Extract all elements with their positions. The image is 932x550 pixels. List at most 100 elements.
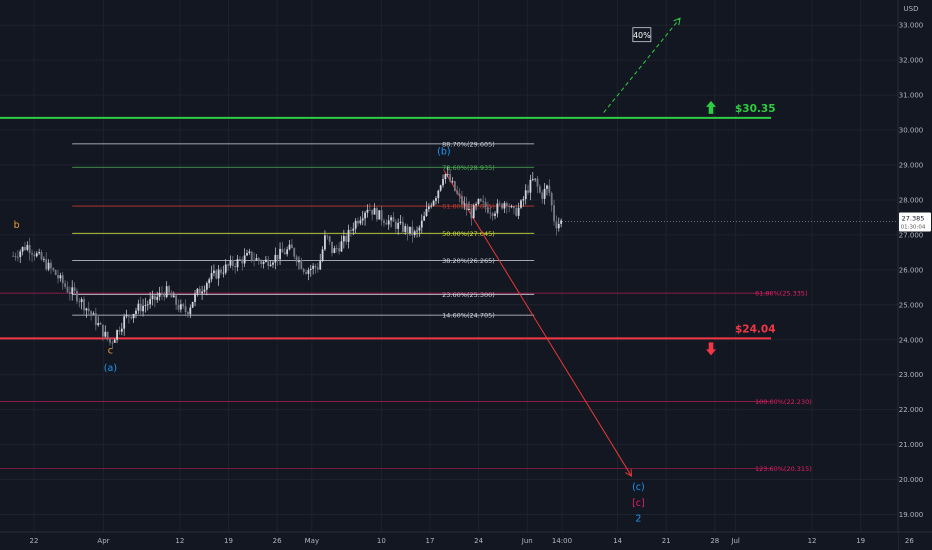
candle-body	[397, 222, 400, 229]
candle-body	[66, 286, 69, 293]
fib-label: 14.60%(24.705)	[442, 312, 495, 320]
candle-body	[104, 331, 107, 337]
candle-body	[319, 260, 322, 270]
candle-body	[326, 235, 329, 237]
candle-body	[191, 301, 194, 308]
candle-body	[316, 267, 319, 270]
time-tick-label: 14:00	[552, 537, 572, 545]
key-level-label: $24.04	[735, 323, 776, 335]
candle-body	[229, 260, 232, 266]
candle-body	[201, 291, 204, 294]
arrow-down-icon	[706, 342, 716, 356]
candle-body	[142, 305, 144, 312]
fib-label: 23.60%(25.300)	[442, 291, 495, 299]
candle-body	[392, 217, 395, 222]
candle-body	[442, 179, 444, 186]
fib-label: 78.60%(28.935)	[442, 164, 495, 172]
candle-body	[182, 304, 185, 307]
candle-body	[149, 299, 152, 305]
fib-ext-label: 123.60%(20.315)	[755, 465, 812, 473]
candle-body	[111, 342, 114, 344]
candle-body	[156, 296, 159, 300]
candle-body	[189, 307, 192, 315]
candle-body	[347, 229, 350, 242]
candle-body	[383, 220, 385, 224]
candle-body	[220, 269, 222, 273]
candle-body	[12, 255, 15, 257]
candle-body	[165, 286, 168, 298]
candle-body	[501, 203, 503, 209]
time-axis[interactable]: 22 Apr 12 19 26 May 10 17 24 Jun 14:00 14 21 28 Jul 12 1…	[0, 531, 932, 550]
grid-lines	[0, 0, 910, 532]
candle-body	[470, 208, 473, 219]
candle-body	[413, 231, 416, 236]
fib-label: 61.80%(27.825)	[442, 203, 495, 211]
projection-line	[603, 17, 681, 113]
candle-body	[463, 203, 466, 205]
candle-body	[246, 252, 248, 256]
candle-body	[168, 286, 170, 293]
price-tick-label: 21.000	[899, 441, 924, 449]
candle-body	[380, 210, 383, 221]
candle-body	[109, 339, 111, 343]
candle-body	[94, 313, 97, 326]
candle-body	[288, 244, 291, 250]
candle-body	[239, 259, 241, 260]
fib-ext-label: 61.80%(25.335)	[755, 290, 808, 298]
candle-body	[409, 226, 411, 234]
price-axis[interactable]: USD 19.000 20.000 21.000 22.000 23.000 24.000 2…	[897, 0, 932, 550]
candle-body	[314, 265, 317, 268]
candle-body	[494, 213, 496, 216]
time-tick-label: 10	[377, 537, 386, 545]
candle-body	[333, 248, 336, 254]
candle-body	[172, 295, 175, 298]
candle-body	[163, 294, 166, 298]
candle-body	[83, 299, 85, 311]
candle-body	[354, 220, 357, 229]
price-tick-label: 26.000	[899, 266, 924, 274]
candle-body	[404, 226, 407, 232]
candle-body	[378, 210, 381, 220]
fib-ext-label: 100.00%(22.230)	[755, 398, 812, 406]
time-tick-label: 26	[273, 537, 282, 545]
candle-body	[477, 198, 480, 205]
candle-body	[423, 216, 426, 221]
candle-body	[472, 205, 475, 219]
candle-body	[520, 200, 522, 208]
candle-body	[50, 262, 52, 269]
candle-body	[175, 295, 178, 305]
candle-body	[187, 312, 189, 315]
price-candles	[12, 166, 898, 349]
candle-body	[546, 185, 548, 189]
candle-body	[479, 198, 482, 202]
candle-body	[26, 244, 29, 250]
candle-body	[465, 203, 468, 211]
candle-body	[76, 290, 78, 302]
candle-body	[427, 206, 430, 209]
wave-label: (b)	[437, 147, 450, 158]
candle-body	[489, 212, 492, 214]
time-tick-label: 12	[808, 537, 817, 545]
candle-body	[80, 299, 83, 303]
candle-body	[364, 212, 366, 219]
candle-body	[264, 259, 267, 262]
candle-body	[548, 185, 551, 193]
price-axis-bg	[898, 0, 932, 550]
candle-body	[24, 246, 26, 250]
candle-body	[146, 304, 149, 306]
wave-label: (a)	[104, 363, 117, 374]
time-tick-label: 19	[224, 537, 233, 545]
candle-body	[527, 190, 529, 193]
candle-body	[453, 181, 456, 191]
candle-body	[312, 265, 315, 269]
candle-body	[461, 195, 463, 205]
candle-body	[177, 304, 180, 310]
candle-body	[399, 221, 402, 223]
candle-body	[61, 275, 64, 284]
last-price-label: 27.385	[902, 214, 925, 222]
candle-body	[560, 220, 563, 224]
projection-arrowhead	[673, 17, 681, 26]
